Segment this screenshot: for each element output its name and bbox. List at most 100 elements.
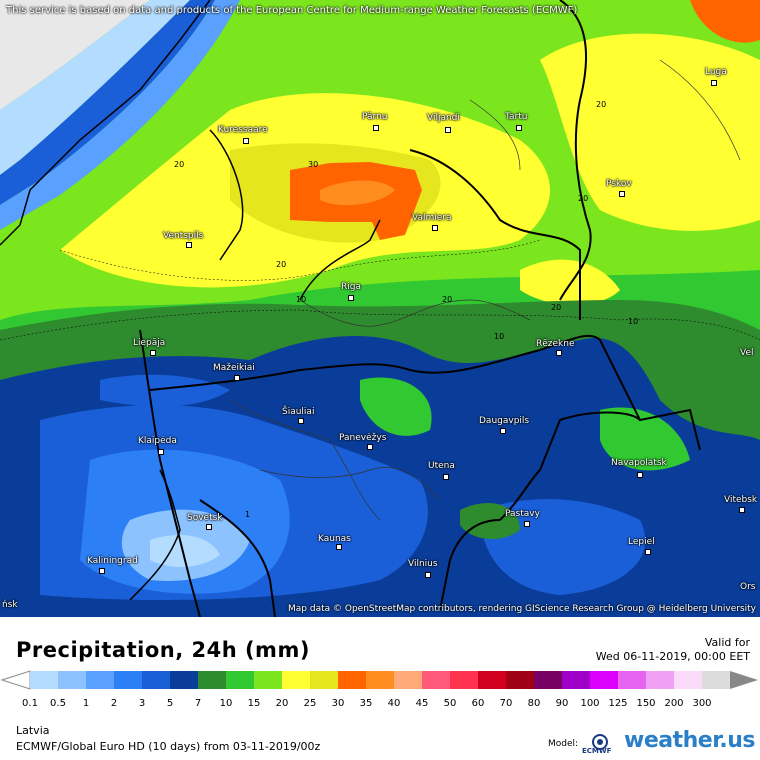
city-label-riga[interactable]: Riga: [341, 282, 361, 292]
city-label-partial-right: Vel: [740, 348, 754, 358]
valid-for-label: Valid for: [704, 636, 750, 649]
colorbar-tick-label: 50: [443, 698, 457, 709]
model-run-info: ECMWF/Global Euro HD (10 days) from 03-1…: [16, 740, 321, 753]
colorbar-cell: [254, 671, 282, 689]
colorbar-cell: [478, 671, 506, 689]
colorbar-tick-label: 35: [359, 698, 373, 709]
colorbar-tick-label: 15: [247, 698, 261, 709]
city-label-pastavy[interactable]: Pastavy: [505, 509, 540, 519]
city-label-panevezys[interactable]: Panevėžys: [339, 433, 387, 443]
city-marker: [243, 138, 249, 144]
contour-label: 30: [308, 160, 319, 169]
city-marker: [432, 225, 438, 231]
colorbar-cell: [114, 671, 142, 689]
colorbar-cell: [506, 671, 534, 689]
city-label-daugavpils[interactable]: Daugavpils: [479, 416, 530, 426]
model-label: Model:: [548, 739, 579, 749]
ecmwf-disclaimer: This service is based on data and produc…: [6, 5, 578, 16]
valid-date: Wed 06-11-2019, 00:00 EET: [595, 650, 750, 663]
contour-label: 20: [596, 100, 607, 109]
city-label-utena[interactable]: Utena: [428, 461, 455, 471]
city-label-liepaja[interactable]: Liepāja: [133, 338, 166, 348]
city-label-siauliai[interactable]: Šiauliai: [282, 407, 315, 417]
city-label-viljandi[interactable]: Viljandi: [427, 113, 460, 123]
colorbar-tick-label: 125: [608, 698, 628, 709]
city-marker: [150, 350, 156, 356]
colorbar-tick-label: 20: [275, 698, 289, 709]
contour-label: 20: [174, 160, 185, 169]
city-label-kaunas[interactable]: Kaunas: [318, 534, 351, 544]
colorbar-cell: [282, 671, 310, 689]
city-marker: [556, 350, 562, 356]
colorbar-cell: [534, 671, 562, 689]
city-marker: [373, 125, 379, 131]
city-label-lepiel[interactable]: Lepiel: [628, 537, 655, 547]
colorbar-tick-label: 40: [387, 698, 401, 709]
city-label-navapolatsk[interactable]: Navapolatsk: [611, 458, 667, 468]
city-marker: [516, 125, 522, 131]
colorbar-cell: [394, 671, 422, 689]
city-label-mazeikiai[interactable]: Mažeikiai: [213, 363, 255, 373]
colorbar-tick-label: 10: [219, 698, 233, 709]
map-attribution: Map data © OpenStreetMap contributors, r…: [288, 604, 756, 614]
city-label-valmiera[interactable]: Valmiera: [412, 213, 452, 223]
colorbar-cell: [198, 671, 226, 689]
city-label-partial-bottom-right: Ors: [740, 582, 756, 592]
colorbar-tick-label: 25: [303, 698, 317, 709]
contour-label: 20: [276, 260, 287, 269]
city-marker: [298, 418, 304, 424]
map-title: Precipitation, 24h (mm): [16, 638, 310, 662]
contour-label: 10: [296, 295, 307, 304]
colorbar-tick-label: 45: [415, 698, 429, 709]
colorbar-tick-label: 5: [166, 698, 174, 709]
city-marker: [739, 507, 745, 513]
city-marker: [186, 242, 192, 248]
colorbar-tick-label: 3: [138, 698, 146, 709]
city-label-kaliningrad[interactable]: Kaliningrad: [87, 556, 138, 566]
colorbar-cell: [562, 671, 590, 689]
city-marker: [445, 127, 451, 133]
contour-label: 10: [628, 317, 639, 326]
city-label-tartu[interactable]: Tartu: [505, 112, 528, 122]
colorbar-cell: [450, 671, 478, 689]
city-label-vitebsk[interactable]: Vitebsk: [724, 495, 758, 505]
colorbar-cell: [366, 671, 394, 689]
colorbar-tick-label: 0.5: [50, 698, 66, 709]
colorbar-cell: [142, 671, 170, 689]
colorbar-cell: [422, 671, 450, 689]
city-marker: [524, 521, 530, 527]
city-marker: [99, 568, 105, 574]
city-label-vilnius[interactable]: Vilnius: [408, 559, 438, 569]
colorbar-tick-label: 80: [527, 698, 541, 709]
precipitation-colorbar: [0, 670, 758, 690]
city-label-parnu[interactable]: Pärnu: [362, 112, 388, 122]
city-marker: [711, 80, 717, 86]
city-marker: [645, 549, 651, 555]
city-label-pskov[interactable]: Pskov: [606, 179, 632, 189]
precipitation-field: [0, 0, 760, 617]
colorbar-cell: [170, 671, 198, 689]
colorbar-tick-label: 7: [194, 698, 202, 709]
city-label-kuressaare[interactable]: Kuressaare: [218, 125, 268, 135]
colorbar-tick-label: 100: [580, 698, 600, 709]
city-label-sovetsk[interactable]: Sovetsk: [187, 513, 223, 523]
city-label-klaipeda[interactable]: Klaipėda: [138, 436, 177, 446]
city-marker: [206, 524, 212, 530]
city-label-luga[interactable]: Luga: [705, 67, 727, 77]
colorbar-tick-label: 30: [331, 698, 345, 709]
city-label-ventspils[interactable]: Ventspils: [163, 231, 204, 241]
ecmwf-logo[interactable]: [580, 732, 620, 756]
contour-label: 10: [494, 332, 505, 341]
weather-us-logo[interactable]: weather.us: [624, 728, 756, 753]
colorbar-cell: [310, 671, 338, 689]
colorbar-cell: [646, 671, 674, 689]
precipitation-map[interactable]: This service is based on data and produc…: [0, 0, 760, 617]
contour-label: 1: [245, 510, 251, 519]
colorbar-left-arrow: [0, 670, 31, 690]
city-label-rezekne[interactable]: Rēzekne: [536, 339, 575, 349]
city-marker: [637, 472, 643, 478]
contour-label: 20: [578, 194, 589, 203]
city-marker: [367, 444, 373, 450]
colorbar-tick-label: 1: [82, 698, 90, 709]
city-marker: [500, 428, 506, 434]
